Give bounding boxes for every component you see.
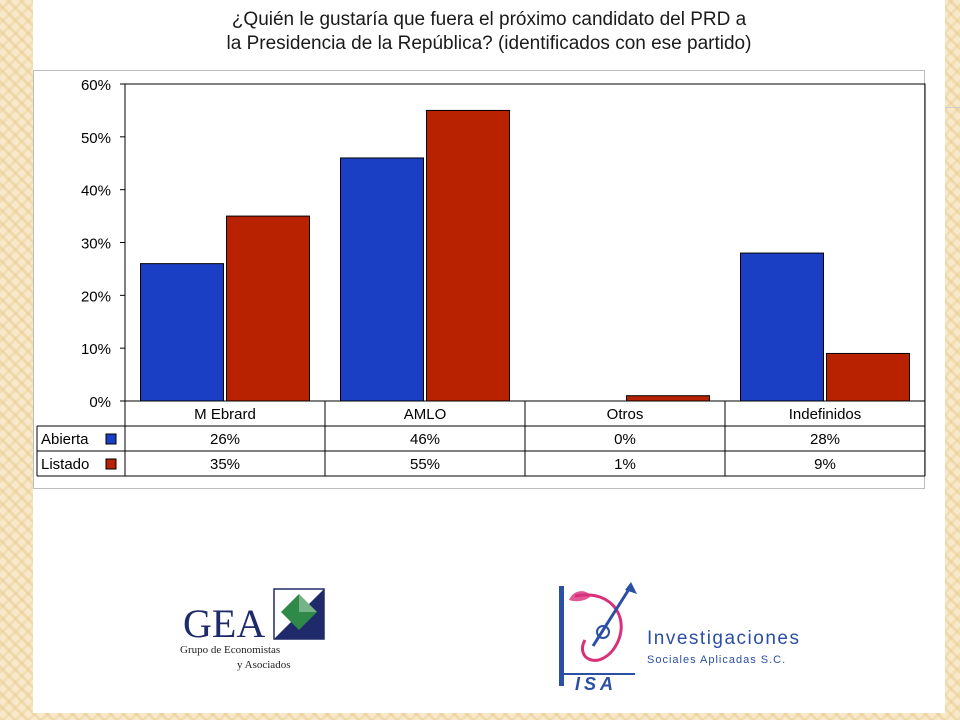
data-label-listado: 1% [614, 456, 636, 473]
bar-chart: 0% 10% 20% 30% 40% 50% 60% M Ebrard AMLO Otros Ind… [33, 70, 926, 489]
y-tick-label: 30% [81, 236, 111, 253]
y-tick-label: 40% [81, 183, 111, 200]
bar-listado-2 [626, 395, 710, 402]
gea-logo-subtitle-1: Grupo de Economistas [180, 644, 281, 656]
legend-label-listado: Listado [41, 456, 89, 473]
data-label-abierta: 0% [614, 431, 636, 448]
data-label-listado: 55% [410, 456, 440, 473]
isa-logo-mark-text: ISA [575, 674, 617, 693]
isa-logo-subtitle: Sociales Aplicadas S.C. [647, 654, 787, 666]
category-label: Indefinidos [789, 406, 862, 423]
chart-title-line-1: ¿Quién le gustaría que fuera el próximo … [231, 9, 747, 30]
data-label-listado: 9% [814, 456, 836, 473]
data-label-abierta: 46% [410, 431, 440, 448]
category-label: M Ebrard [194, 406, 256, 423]
bar-abierta-1 [340, 157, 424, 402]
chart-title: ¿Quién le gustaría que fuera el próximo … [33, 8, 945, 56]
category-label: AMLO [404, 406, 447, 423]
y-tick-label: 60% [81, 77, 111, 94]
isa-logo-mark: ISA [559, 582, 637, 693]
legend-swatch-abierta [105, 433, 117, 445]
y-tick-label: 50% [81, 130, 111, 147]
y-tick-label: 0% [89, 394, 111, 411]
chart-title-line-2: la Presidencia de la República? (identif… [226, 33, 752, 54]
bar-abierta-3 [740, 252, 824, 402]
isa-logo-name: Investigaciones [647, 628, 801, 649]
bar-abierta-0 [140, 263, 224, 402]
bar-listado-0 [226, 215, 310, 402]
decorative-line [945, 107, 960, 108]
gea-logo-text: GEA [183, 601, 266, 646]
bar-listado-3 [826, 352, 910, 402]
legend-label-abierta: Abierta [41, 431, 89, 448]
legend-swatch-listado [105, 458, 117, 470]
category-label: Otros [607, 406, 644, 423]
gea-logo-mark [273, 588, 325, 640]
data-label-abierta: 26% [210, 431, 240, 448]
gea-logo-subtitle-2: y Asociados [237, 659, 291, 671]
data-label-listado: 35% [210, 456, 240, 473]
data-label-abierta: 28% [810, 431, 840, 448]
y-tick-label: 10% [81, 341, 111, 358]
y-tick-label: 20% [81, 288, 111, 305]
bar-listado-1 [426, 109, 510, 402]
slide: ¿Quién le gustaría que fuera el próximo … [33, 0, 945, 713]
